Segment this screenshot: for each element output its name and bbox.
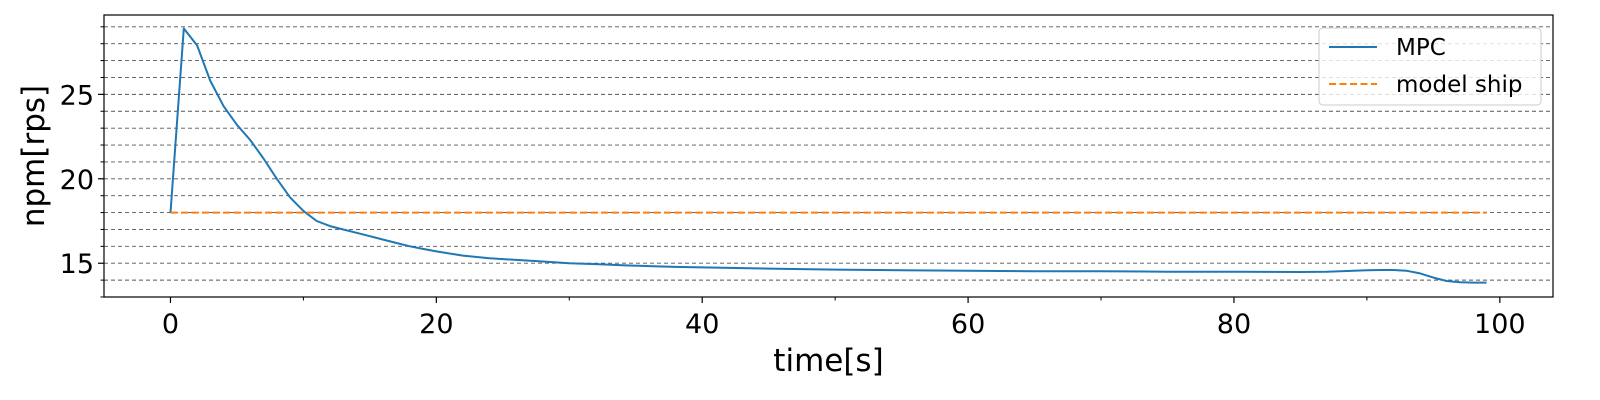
y-tick-label: 25 [60, 80, 94, 111]
plot-series [169, 27, 1487, 284]
axis-ticks: 0 20 40 60 80 100 15 20 25 [60, 26, 1526, 340]
x-axis-label: time[s] [773, 343, 883, 379]
x-tick-label: 60 [951, 309, 985, 340]
y-tick-label: 20 [60, 165, 94, 196]
x-tick-label: 40 [685, 309, 719, 340]
x-tick-label: 20 [419, 309, 453, 340]
x-tick-label: 80 [1217, 309, 1251, 340]
x-tick-label: 0 [162, 309, 179, 340]
series-line-mpc [169, 27, 1487, 284]
legend: MPC model ship [1318, 27, 1542, 106]
legend-label-mpc: MPC [1396, 35, 1446, 61]
plot-frame [103, 14, 1554, 298]
y-axis-label: npm[rps] [16, 85, 52, 227]
y-tick-label: 15 [60, 249, 94, 280]
x-tick-label: 100 [1474, 309, 1526, 340]
legend-label-model-ship: model ship [1396, 72, 1522, 98]
